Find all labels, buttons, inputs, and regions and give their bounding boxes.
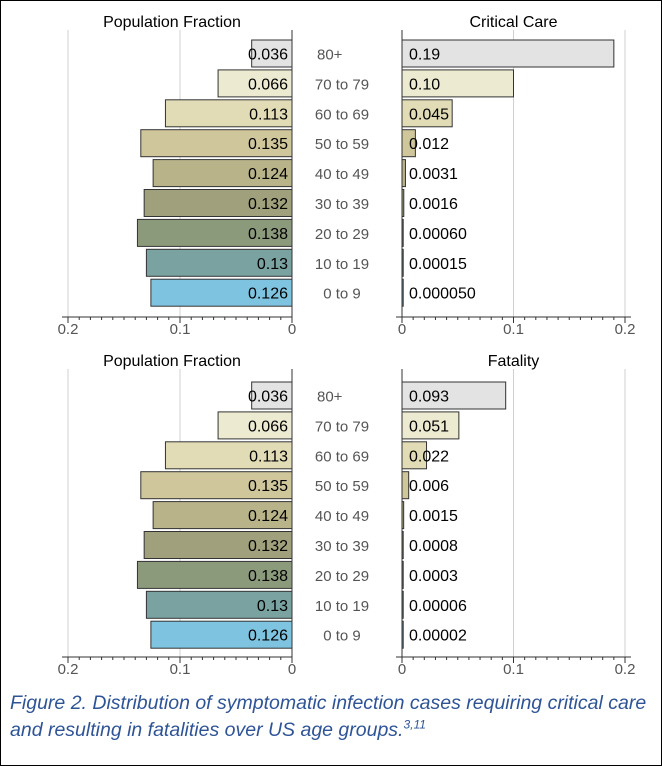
bottom-left-value-label-8: 0.126 <box>248 628 288 645</box>
top-left-tick-label-0: 0.2 <box>58 321 79 338</box>
bottom-right-value-label-2: 0.022 <box>409 448 449 465</box>
top-right-value-label-2: 0.045 <box>409 106 449 123</box>
top-left-bar-4 <box>152 159 293 188</box>
bottom-age-label-7: 10 to 19 <box>315 598 369 615</box>
top-right-value-label-8: 0.000050 <box>409 286 476 303</box>
bottom-right-value-label-1: 0.051 <box>409 418 449 435</box>
top-right-value-label-5: 0.0016 <box>409 196 458 213</box>
top-right-value-label-7: 0.00015 <box>409 256 467 273</box>
top-age-label-1: 70 to 79 <box>315 76 369 93</box>
top-age-label-3: 50 to 59 <box>315 136 369 153</box>
top-left-bar-3 <box>140 129 293 158</box>
top-right-tick-label-1: 0.1 <box>503 321 524 338</box>
bottom-age-label-3: 50 to 59 <box>315 478 369 495</box>
top-right-tick-label-0: 0 <box>398 321 406 338</box>
top-left-value-label-6: 0.138 <box>248 226 288 243</box>
bottom-right-value-label-0: 0.093 <box>409 389 449 406</box>
bottom-right-value-label-5: 0.0008 <box>409 538 458 555</box>
top-right-value-label-1: 0.10 <box>409 76 440 93</box>
bottom-age-label-0: 80+ <box>317 389 343 406</box>
bottom-age-label-5: 30 to 39 <box>315 538 369 555</box>
bottom-right-bar-1 <box>401 411 460 440</box>
top-left-bar-5 <box>143 189 293 217</box>
top-age-label-4: 40 to 49 <box>315 166 369 183</box>
top-left-value-label-3: 0.135 <box>248 136 288 153</box>
top-age-label-0: 80+ <box>317 47 343 64</box>
bottom-right-tick-label-2: 0.2 <box>615 661 636 678</box>
bottom-left-bar-1 <box>217 411 293 440</box>
top-age-label-7: 10 to 19 <box>315 256 369 273</box>
chart-figure: Population Fraction0.0360.0660.1130.1350… <box>58 14 636 678</box>
bottom-right-tick-label-0: 0 <box>398 661 406 678</box>
bottom-right-value-label-7: 0.00006 <box>409 598 467 615</box>
top-age-label-6: 20 to 29 <box>315 226 369 243</box>
top-right-bar-2 <box>401 99 453 128</box>
bottom-left-tick-label-2: 0 <box>288 661 296 678</box>
bottom-left-bar-5 <box>143 531 293 559</box>
top-right-value-label-4: 0.0031 <box>409 166 458 183</box>
top-age-label-8: 0 to 9 <box>323 286 361 303</box>
top-left-bar-1 <box>217 69 293 98</box>
bottom-right-value-label-3: 0.006 <box>409 478 449 495</box>
bottom-left-value-label-3: 0.135 <box>248 478 288 495</box>
bottom-right-value-label-6: 0.0003 <box>409 568 458 585</box>
bottom-left-value-label-7: 0.13 <box>257 598 288 615</box>
top-right-value-label-0: 0.19 <box>409 47 440 64</box>
bottom-left-value-label-2: 0.113 <box>249 448 288 465</box>
bottom-left-tick-label-0: 0.2 <box>58 661 79 678</box>
bottom-left-value-label-4: 0.124 <box>248 508 288 525</box>
bottom-left-bar-3 <box>140 471 293 500</box>
top-left-title: Population Fraction <box>103 14 241 31</box>
bottom-left-bar-4 <box>152 501 293 530</box>
bottom-left-tick-label-1: 0.1 <box>170 661 191 678</box>
bottom-left-bar-0 <box>251 381 293 410</box>
bottom-right-value-label-8: 0.00002 <box>409 628 467 645</box>
top-right-title: Critical Care <box>469 14 557 31</box>
top-left-bar-7 <box>145 248 293 277</box>
top-right-value-label-6: 0.00060 <box>409 226 467 243</box>
bottom-right-bar-2 <box>401 441 428 470</box>
bottom-left-title: Population Fraction <box>103 353 241 370</box>
top-right-tick-label-2: 0.2 <box>615 321 636 338</box>
bottom-left-value-label-5: 0.132 <box>248 538 288 555</box>
bottom-age-label-2: 60 to 69 <box>315 448 369 465</box>
top-left-bar-6 <box>136 218 293 247</box>
bottom-right-tick-label-1: 0.1 <box>503 661 524 678</box>
top-left-value-label-4: 0.124 <box>248 166 288 183</box>
bottom-left-bar-2 <box>164 441 293 470</box>
top-left-tick-label-1: 0.1 <box>170 321 191 338</box>
top-right-bar-4 <box>401 159 406 188</box>
top-left-tick-label-2: 0 <box>288 321 296 338</box>
bottom-left-bar-6 <box>136 560 293 589</box>
bottom-left-value-label-6: 0.138 <box>248 568 288 585</box>
caption-text: Figure 2. Distribution of symptomatic in… <box>10 692 647 741</box>
bottom-right-value-label-4: 0.0015 <box>409 508 458 525</box>
bottom-age-label-1: 70 to 79 <box>315 418 369 435</box>
top-left-value-label-1: 0.066 <box>248 76 288 93</box>
bottom-right-bar-0 <box>401 381 507 410</box>
top-left-value-label-5: 0.132 <box>248 196 288 213</box>
bottom-left-value-label-1: 0.066 <box>248 418 288 435</box>
bottom-right-title: Fatality <box>488 353 540 370</box>
top-right-value-label-3: 0.012 <box>409 136 449 153</box>
top-left-value-label-2: 0.113 <box>249 106 288 123</box>
bottom-age-label-6: 20 to 29 <box>315 568 369 585</box>
top-age-label-5: 30 to 39 <box>315 196 369 213</box>
top-left-value-label-0: 0.036 <box>248 47 288 64</box>
bottom-left-value-label-0: 0.036 <box>248 389 288 406</box>
bottom-left-bar-7 <box>145 590 293 619</box>
bottom-left-bar-8 <box>150 620 293 649</box>
figure-caption: Figure 2. Distribution of symptomatic in… <box>10 690 655 744</box>
bottom-right-bar-3 <box>401 471 410 500</box>
top-left-bar-0 <box>251 39 293 68</box>
caption-references: 3,11 <box>403 717 426 732</box>
bottom-age-label-8: 0 to 9 <box>323 628 361 645</box>
bottom-age-label-4: 40 to 49 <box>315 508 369 525</box>
top-age-label-2: 60 to 69 <box>315 106 369 123</box>
top-left-value-label-8: 0.126 <box>248 286 288 303</box>
top-left-bar-8 <box>150 278 293 307</box>
top-left-value-label-7: 0.13 <box>257 256 288 273</box>
